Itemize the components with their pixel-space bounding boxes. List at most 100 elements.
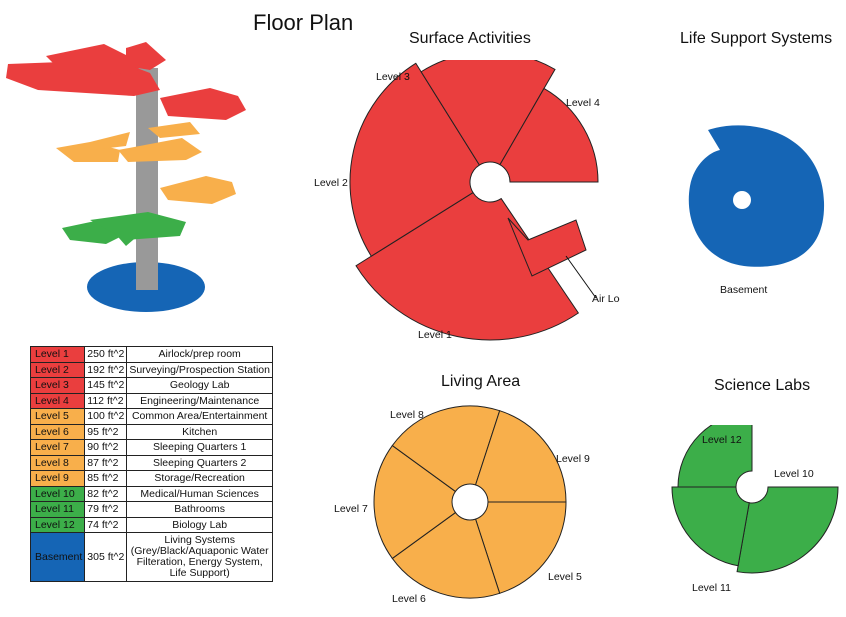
tower-red-level-3: [126, 42, 166, 70]
tower-green-level-3: [112, 230, 140, 246]
table-row: Level 7 90 ft^2 Sleeping Quarters 1: [29, 439, 273, 456]
tower-orange-level-4: [148, 122, 200, 138]
table-cell-level: Level 6: [29, 423, 86, 440]
table-cell-area: 74 ft^2: [84, 516, 128, 533]
table-cell-use: Sleeping Quarters 2: [126, 454, 273, 471]
table-row: Level 2 192 ft^2 Surveying/Prospection Sta…: [29, 361, 273, 378]
table-cell-level: Basement: [29, 532, 86, 582]
science-label-level-12: Level 12: [702, 434, 742, 446]
science-label-level-10: Level 10: [774, 468, 814, 480]
tower-green-level-2: [90, 212, 186, 240]
surface-sectors: [349, 60, 599, 341]
table-cell-use: Surveying/Prospection Station: [126, 361, 273, 378]
living-label-level-5: Level 5: [548, 571, 582, 583]
tower-orange-level-5: [160, 176, 236, 204]
life-label-basement: Basement: [720, 284, 767, 296]
table-cell-area: 112 ft^2: [84, 392, 128, 409]
living-sector-level-6: [391, 511, 501, 599]
science-labs-plan: Level 12 Level 10 Level 11: [671, 425, 839, 594]
table-row: Level 1 250 ft^2 Airlock/prep room: [29, 346, 273, 363]
table-row: Level 10 82 ft^2 Medical/Human Sciences: [29, 485, 273, 502]
tower-red-level-2: [46, 44, 140, 74]
table-cell-use: Airlock/prep room: [126, 346, 273, 363]
surface-activities-title: Surface Activities: [409, 30, 531, 47]
table-row: Level 12 74 ft^2 Biology Lab: [29, 516, 273, 533]
table-cell-level: Level 7: [29, 439, 86, 456]
table-cell-use: Living Systems (Grey/Black/Aquaponic Wat…: [126, 532, 273, 582]
table-cell-use: Medical/Human Sciences: [126, 485, 273, 502]
basement-shape: [688, 125, 825, 267]
table-cell-area: 192 ft^2: [84, 361, 128, 378]
science-label-level-11: Level 11: [692, 582, 731, 594]
science-sector-level-10: [736, 486, 839, 574]
table-cell-level: Level 12: [29, 516, 86, 533]
surface-label-level-3: Level 3: [376, 71, 410, 83]
living-label-level-8: Level 8: [390, 409, 424, 421]
table-cell-area: 79 ft^2: [84, 501, 128, 518]
surface-label-airlock: Air Lock: [592, 293, 620, 305]
surface-airlock: [507, 217, 587, 277]
living-label-level-6: Level 6: [392, 593, 426, 605]
surface-sector-level-3: [420, 60, 556, 166]
surface-sector-level-4: [499, 87, 599, 183]
living-sector-level-7: [373, 444, 457, 560]
life-support-plan: Basement: [688, 125, 825, 296]
table-row: Level 8 87 ft^2 Sleeping Quarters 2: [29, 454, 273, 471]
surface-sector-level-1: [355, 191, 580, 341]
table-cell-level: Level 10: [29, 485, 86, 502]
living-sector-level-5: [474, 501, 567, 594]
surface-label-level-4: Level 4: [566, 97, 600, 109]
table-cell-area: 305 ft^2: [84, 532, 128, 582]
surface-label-level-1: Level 1: [418, 329, 452, 341]
table-cell-level: Level 1: [29, 346, 86, 363]
table-cell-use: Common Area/Entertainment: [126, 408, 273, 425]
table-row: Level 3 145 ft^2 Geology Lab: [29, 377, 273, 394]
living-hub: [456, 488, 484, 516]
living-sectors: [373, 405, 567, 599]
science-sector-level-12: [677, 425, 753, 488]
life-support-title: Life Support Systems: [680, 30, 833, 47]
table-cell-use: Storage/Recreation: [126, 470, 273, 487]
table-cell-use: Kitchen: [126, 423, 273, 440]
surface-label-level-2: Level 2: [314, 177, 348, 189]
table-cell-area: 85 ft^2: [84, 470, 128, 487]
table-cell-area: 87 ft^2: [84, 454, 128, 471]
living-area-title: Living Area: [441, 373, 521, 390]
living-sector-level-8: [391, 405, 501, 493]
table-row: Level 9 85 ft^2 Storage/Recreation: [29, 470, 273, 487]
table-cell-area: 95 ft^2: [84, 423, 128, 440]
table-cell-area: 250 ft^2: [84, 346, 128, 363]
tower-orange-level-2: [90, 132, 130, 150]
surface-hub: [474, 166, 506, 198]
table-row: Level 11 79 ft^2 Bathrooms: [29, 501, 273, 518]
tower-column: [136, 68, 158, 290]
table-cell-level: Level 5: [29, 408, 86, 425]
airlock-leader-line: [565, 255, 597, 299]
table-cell-area: 90 ft^2: [84, 439, 128, 456]
table-row: Basement 305 ft^2 Living Systems (Grey/Bla…: [29, 532, 273, 582]
table-row: Level 4 112 ft^2 Engineering/Maintenance: [29, 392, 273, 409]
table-cell-level: Level 11: [29, 501, 86, 518]
science-sector-level-11: [671, 486, 750, 567]
table-row: Level 6 95 ft^2 Kitchen: [29, 423, 273, 440]
page-title: Floor Plan: [253, 10, 354, 35]
table-cell-level: Level 9: [29, 470, 86, 487]
living-sector-level-9: [474, 410, 567, 503]
table-cell-area: 82 ft^2: [84, 485, 128, 502]
tower-illustration: [6, 42, 246, 312]
table-cell-level: Level 2: [29, 361, 86, 378]
table-cell-area: 100 ft^2: [84, 408, 128, 425]
table-cell-use: Geology Lab: [126, 377, 273, 394]
table-cell-use: Engineering/Maintenance: [126, 392, 273, 409]
living-area-plan: Level 8 Level 9 Level 7 Level 5 Level 6: [334, 405, 590, 605]
table-cell-area: 145 ft^2: [84, 377, 128, 394]
table-cell-use: Biology Lab: [126, 516, 273, 533]
surface-sector-level-2: [349, 62, 481, 257]
table-cell-level: Level 4: [29, 392, 86, 409]
living-label-level-7: Level 7: [334, 503, 368, 515]
surface-activities-plan: Level 3 Level 4 Level 2 Level 1 Air Lock: [314, 60, 620, 341]
living-label-level-9: Level 9: [556, 453, 590, 465]
science-labs-title: Science Labs: [714, 377, 811, 394]
tower-orange-level-3: [118, 138, 202, 162]
